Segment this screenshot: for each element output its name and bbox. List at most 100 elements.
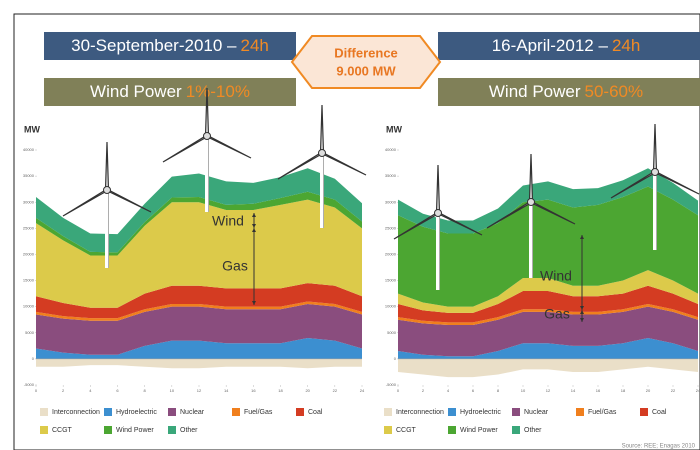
legend-label: Hydroelectric (460, 409, 501, 416)
y-tick-label: 10000 (23, 304, 35, 309)
legend-label: Hydroelectric (116, 409, 157, 416)
turbine-hub (434, 209, 442, 217)
x-tick-label: 10 (170, 388, 175, 393)
y-tick-label: 15000 (23, 278, 35, 283)
turbine-hub (527, 198, 535, 206)
y-tick-label: 20000 (385, 252, 397, 257)
legend-swatch (232, 408, 240, 416)
legend-swatch (40, 426, 48, 434)
y-tick-label: 5000 (25, 330, 35, 335)
y-tick-label: 25000 (23, 225, 35, 230)
legend-swatch (448, 408, 456, 416)
x-tick-label: 0 (397, 388, 400, 393)
x-tick-label: 16 (596, 388, 601, 393)
area (398, 270, 698, 313)
x-tick-label: 20 (646, 388, 651, 393)
turbine-hub (651, 168, 659, 176)
legend-label: Nuclear (180, 409, 205, 416)
x-tick-label: 14 (224, 388, 229, 393)
arrow-head (252, 224, 256, 228)
left-header: 30-September-2010 –24h (71, 36, 269, 55)
legend-label: CCGT (52, 427, 73, 434)
legend-swatch (448, 426, 456, 434)
charts: MW-5000050001000015000200002500030000350… (23, 124, 700, 434)
legend-label: Wind Power (460, 427, 498, 434)
legend-swatch (640, 408, 648, 416)
x-tick-label: 16 (251, 388, 256, 393)
arrow-head (580, 310, 584, 314)
arrow-head (580, 318, 584, 322)
area (398, 306, 698, 357)
x-tick-label: 18 (278, 388, 283, 393)
x-tick-label: 24 (696, 388, 700, 393)
right-banner-box (438, 78, 700, 106)
legend-label: Coal (308, 409, 323, 416)
x-tick-label: 0 (35, 388, 38, 393)
legend-swatch (384, 426, 392, 434)
x-tick-label: 22 (671, 388, 676, 393)
turbine-hub (103, 186, 111, 194)
annotation: Gas (544, 306, 570, 322)
legend-label: Interconnection (52, 409, 100, 416)
legend-label: Wind Power (116, 427, 154, 434)
x-tick-label: 18 (621, 388, 626, 393)
x-tick-label: 4 (89, 388, 92, 393)
annotation: Gas (222, 258, 248, 274)
right-banner-highlight: 50-60% (585, 82, 644, 101)
x-tick-label: 12 (197, 388, 202, 393)
right-header: 16-April-2012 –24h (492, 36, 641, 55)
annotation: Wind (540, 268, 572, 284)
x-tick-label: 4 (447, 388, 450, 393)
legend-swatch (168, 426, 176, 434)
y-tick-label: 35000 (385, 173, 397, 178)
area (398, 358, 698, 378)
legend-swatch (512, 408, 520, 416)
left-banner-highlight: 1%-10% (186, 82, 250, 101)
area (36, 191, 362, 256)
x-tick-label: 14 (571, 388, 576, 393)
arrow-head (252, 301, 256, 305)
legend-label: Fuel/Gas (588, 409, 617, 416)
area (36, 304, 362, 355)
legend-label: Fuel/Gas (244, 409, 273, 416)
legend-label: Coal (652, 409, 667, 416)
left-banner-text: Wind Power (90, 82, 182, 101)
turbine-hub (318, 149, 326, 157)
y-tick-label: 40000 (23, 147, 35, 152)
legend-swatch (576, 408, 584, 416)
area (398, 186, 698, 307)
right-banner: Wind Power 50-60% (489, 82, 643, 101)
right-banner-text: Wind Power (489, 82, 581, 101)
area (398, 285, 698, 323)
arrow-head (252, 228, 256, 232)
x-tick-label: 6 (472, 388, 475, 393)
y-tick-label: -5000 (24, 382, 35, 387)
difference-hexagon (290, 35, 442, 89)
left-banner-box (44, 78, 296, 106)
x-tick-label: 10 (521, 388, 526, 393)
arrow-head (580, 306, 584, 310)
x-tick-label: 24 (360, 388, 365, 393)
area (36, 168, 362, 253)
right-header-highlight: 24h (612, 36, 640, 55)
left-header-box (44, 32, 296, 60)
area (36, 283, 362, 319)
y-tick-label: 35000 (23, 173, 35, 178)
x-tick-label: 20 (305, 388, 310, 393)
turbine-hub (203, 132, 211, 140)
y-tick-label: -5000 (386, 382, 397, 387)
difference-line2: 9.000 MW (336, 63, 396, 78)
x-tick-label: 22 (333, 388, 338, 393)
legend-swatch (296, 408, 304, 416)
area (36, 199, 362, 308)
y-tick-label: 30000 (23, 199, 35, 204)
y-tick-label: 5000 (387, 330, 397, 335)
source: Source: REE; Enagas 2010 (622, 444, 696, 450)
x-tick-label: 6 (116, 388, 119, 393)
y-tick-label: 30000 (385, 199, 397, 204)
legend-swatch (40, 408, 48, 416)
area (36, 301, 362, 321)
y-tick-label: 0 (32, 356, 35, 361)
y-tick-label: 25000 (385, 225, 397, 230)
